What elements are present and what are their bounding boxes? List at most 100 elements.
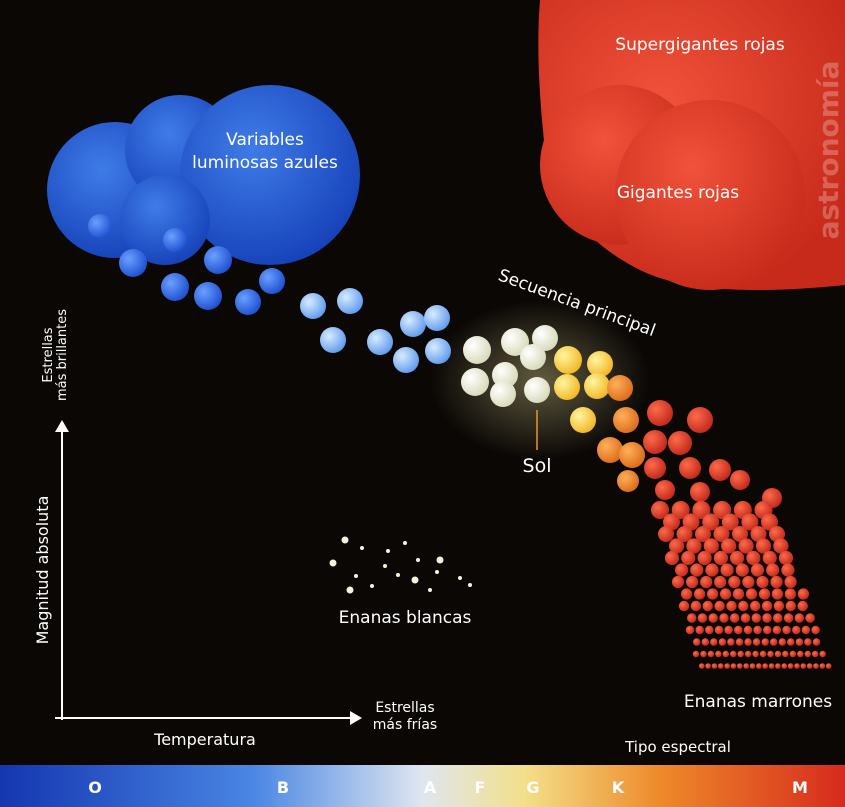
star xyxy=(781,663,788,669)
white-dwarf xyxy=(370,584,374,588)
star xyxy=(707,650,715,658)
star xyxy=(734,625,743,635)
star xyxy=(705,625,714,635)
star xyxy=(784,588,797,600)
star xyxy=(719,613,729,623)
star xyxy=(687,407,713,433)
star xyxy=(194,282,222,310)
region-label: Enanas marrones xyxy=(684,692,832,712)
star xyxy=(762,550,777,566)
y-axis-label: Magnitud absoluta xyxy=(33,496,52,645)
star xyxy=(770,638,778,646)
star xyxy=(119,249,147,277)
spectral-bar xyxy=(0,765,845,807)
star xyxy=(647,400,673,426)
star xyxy=(713,526,730,542)
y-end-label: más brillantes xyxy=(55,309,70,401)
star xyxy=(752,650,759,658)
region-label: Sol xyxy=(523,455,552,477)
star xyxy=(753,625,762,635)
star xyxy=(709,459,731,481)
star xyxy=(812,650,819,658)
star xyxy=(774,650,782,658)
star xyxy=(726,600,737,612)
white-dwarf xyxy=(341,536,349,544)
star xyxy=(769,526,785,542)
star xyxy=(671,501,690,519)
star xyxy=(797,600,808,612)
star xyxy=(744,638,752,646)
star xyxy=(749,663,756,669)
star xyxy=(768,663,775,669)
star xyxy=(721,538,737,554)
star xyxy=(699,663,705,669)
star xyxy=(750,563,765,577)
star xyxy=(619,442,645,468)
star xyxy=(204,246,232,274)
star xyxy=(787,663,794,669)
star xyxy=(492,362,518,388)
star xyxy=(686,575,699,589)
x-end-label: Estrellas xyxy=(375,700,434,716)
star xyxy=(695,625,704,635)
star xyxy=(607,375,633,401)
star xyxy=(681,588,693,600)
star xyxy=(728,575,741,589)
region-label: luminosas azules xyxy=(192,153,338,173)
star xyxy=(730,550,745,566)
star xyxy=(738,600,749,612)
star xyxy=(721,513,739,531)
star xyxy=(743,663,749,669)
star xyxy=(738,538,754,554)
star xyxy=(676,526,693,542)
star xyxy=(714,625,724,635)
star xyxy=(732,526,748,542)
star xyxy=(806,663,813,669)
star xyxy=(695,526,711,542)
x-arrow xyxy=(350,711,362,725)
star xyxy=(400,311,426,337)
watermark: astronomía xyxy=(812,61,845,240)
star xyxy=(737,650,744,658)
star xyxy=(679,457,701,479)
star xyxy=(702,600,713,612)
white-dwarf xyxy=(386,549,390,553)
star xyxy=(259,268,285,294)
star xyxy=(772,625,782,635)
star xyxy=(781,563,795,577)
star xyxy=(651,501,669,519)
star xyxy=(804,638,812,646)
star xyxy=(783,613,794,623)
star xyxy=(88,214,112,238)
star xyxy=(762,613,772,623)
star xyxy=(714,600,725,612)
star xyxy=(570,407,596,433)
star xyxy=(501,328,529,356)
star xyxy=(700,650,707,658)
star xyxy=(797,650,804,658)
star xyxy=(813,663,819,669)
star xyxy=(715,650,722,658)
white-dwarf xyxy=(428,588,432,592)
region-label: Enanas blancas xyxy=(339,608,472,628)
star xyxy=(784,575,797,589)
star xyxy=(746,550,761,566)
star xyxy=(690,600,702,612)
star xyxy=(730,470,750,490)
star xyxy=(792,625,801,635)
star xyxy=(794,613,804,623)
star xyxy=(690,563,704,577)
white-dwarf xyxy=(354,574,358,578)
star xyxy=(703,538,719,554)
star xyxy=(424,305,450,331)
white-dwarf xyxy=(435,570,439,574)
star xyxy=(714,575,727,589)
star xyxy=(675,563,689,577)
star xyxy=(718,663,724,669)
star xyxy=(771,588,784,600)
star xyxy=(664,550,680,566)
star xyxy=(713,550,729,566)
star xyxy=(756,575,769,589)
star xyxy=(819,650,826,658)
